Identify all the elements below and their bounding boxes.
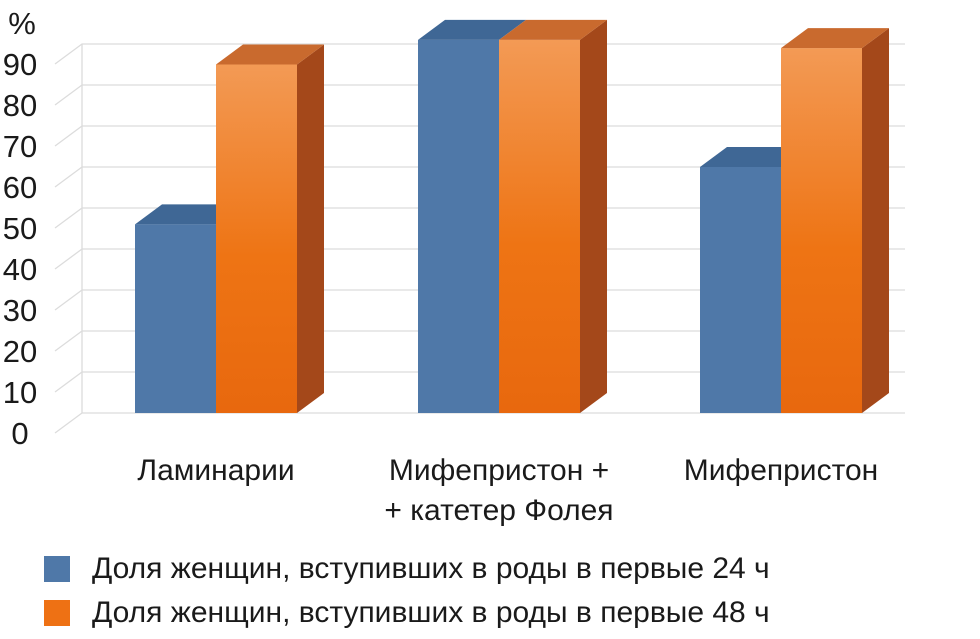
legend-label-24h: Доля женщин, вступивших в роды в первые … — [92, 552, 770, 585]
y-tick-label: 20 — [3, 334, 37, 369]
y-tick-label: 80 — [3, 88, 37, 123]
bar-top — [418, 19, 526, 40]
bar-s1-c2 — [418, 19, 526, 414]
x-category-label: + катетер Фолея — [384, 494, 613, 527]
x-category-label: Ламинарии — [137, 454, 294, 487]
bar-front — [700, 167, 781, 413]
y-tick-label: 30 — [3, 293, 37, 328]
bar-front — [135, 224, 216, 413]
gridline — [54, 412, 905, 434]
legend-item-48h: Доля женщин, вступивших в роды в первые … — [44, 596, 770, 630]
legend-swatch-24h — [44, 556, 70, 582]
legend-swatch-48h — [44, 600, 70, 626]
bar-front — [499, 39, 580, 414]
gridlines — [54, 43, 905, 434]
bar-side — [580, 19, 607, 414]
bar-top — [781, 28, 889, 49]
legend-label-48h: Доля женщин, вступивших в роды в первые … — [92, 596, 770, 629]
legend-item-24h: Доля женщин, вступивших в роды в первые … — [44, 552, 770, 586]
y-tick-label: 0 — [11, 416, 28, 451]
y-tick-label: 50 — [3, 211, 37, 246]
y-axis: 0 10 20 30 40 50 60 70 80 90 — [3, 47, 37, 451]
bar-top — [216, 44, 324, 65]
x-category-label: Мифепристон — [684, 454, 878, 487]
bar-front — [216, 64, 297, 413]
bar-s1-c1 — [135, 204, 243, 413]
bar-side — [297, 44, 324, 413]
bar-front — [781, 48, 862, 413]
bar-s2-c1 — [216, 44, 324, 413]
x-category-label: Мифепристон + — [389, 454, 609, 487]
bar-top — [499, 19, 607, 40]
bar-front — [418, 39, 499, 414]
bar-side — [862, 28, 889, 413]
y-tick-label: 70 — [3, 129, 37, 164]
y-tick-label: 40 — [3, 252, 37, 287]
bars — [135, 19, 889, 414]
bar-s2-c2 — [499, 19, 607, 414]
y-tick-label: 10 — [3, 375, 37, 410]
bar-chart: 0 10 20 30 40 50 60 70 80 90 % Ламинарии Мифеприст… — [3, 6, 905, 527]
y-tick-label: 60 — [3, 170, 37, 205]
bar-s2-c3 — [781, 28, 889, 413]
x-axis-categories: Ламинарии Мифепристон + + катетер Фолея Миф… — [137, 454, 878, 527]
y-tick-label: 90 — [3, 47, 37, 82]
y-axis-label: % — [8, 6, 36, 41]
